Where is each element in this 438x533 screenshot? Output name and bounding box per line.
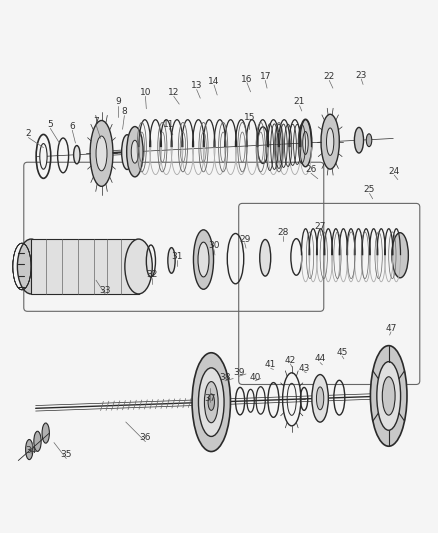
Ellipse shape — [376, 361, 400, 430]
Text: 6: 6 — [69, 122, 75, 131]
Text: 31: 31 — [171, 252, 183, 261]
Ellipse shape — [127, 126, 143, 177]
Ellipse shape — [34, 431, 41, 451]
Text: 13: 13 — [191, 82, 202, 91]
Text: 14: 14 — [208, 77, 219, 86]
Ellipse shape — [124, 239, 152, 294]
Text: 47: 47 — [385, 324, 396, 333]
Ellipse shape — [391, 233, 407, 278]
Text: 30: 30 — [208, 241, 219, 251]
Text: 7: 7 — [93, 117, 99, 126]
Text: 2: 2 — [25, 130, 31, 139]
Text: 27: 27 — [314, 222, 325, 231]
Text: 16: 16 — [240, 75, 252, 84]
Ellipse shape — [131, 140, 138, 163]
Ellipse shape — [302, 132, 307, 155]
Text: 33: 33 — [99, 286, 111, 295]
Text: 29: 29 — [238, 235, 250, 244]
Ellipse shape — [370, 345, 406, 446]
Text: 5: 5 — [47, 120, 53, 129]
Text: 21: 21 — [293, 98, 304, 107]
Text: 32: 32 — [146, 270, 157, 279]
Text: 10: 10 — [139, 88, 151, 97]
Text: 24: 24 — [388, 167, 399, 176]
Ellipse shape — [198, 368, 223, 437]
Text: 43: 43 — [298, 364, 309, 373]
Ellipse shape — [198, 242, 208, 277]
Polygon shape — [31, 239, 138, 294]
Text: 44: 44 — [314, 354, 325, 364]
Text: 37: 37 — [204, 394, 215, 403]
Ellipse shape — [25, 440, 33, 459]
Text: 8: 8 — [121, 108, 127, 116]
Text: 26: 26 — [304, 165, 316, 174]
Ellipse shape — [192, 353, 230, 451]
Text: 40: 40 — [249, 373, 260, 382]
Text: 34: 34 — [25, 446, 37, 455]
Ellipse shape — [208, 394, 214, 410]
Ellipse shape — [204, 382, 218, 423]
Text: 38: 38 — [219, 373, 230, 382]
Text: 39: 39 — [233, 368, 244, 377]
Ellipse shape — [90, 120, 113, 187]
Ellipse shape — [42, 423, 49, 443]
Text: 15: 15 — [243, 114, 254, 123]
Text: 22: 22 — [323, 72, 334, 81]
Text: 42: 42 — [284, 356, 295, 365]
Text: 9: 9 — [115, 98, 120, 107]
Ellipse shape — [311, 375, 328, 422]
Text: 41: 41 — [265, 360, 276, 369]
Text: 45: 45 — [336, 348, 347, 357]
Ellipse shape — [259, 239, 270, 276]
Ellipse shape — [18, 239, 45, 294]
Ellipse shape — [40, 143, 47, 169]
Text: 12: 12 — [168, 88, 179, 97]
Ellipse shape — [167, 248, 175, 273]
Ellipse shape — [381, 377, 394, 415]
Ellipse shape — [353, 127, 363, 153]
Text: 23: 23 — [355, 71, 366, 80]
Text: 25: 25 — [363, 185, 374, 194]
Text: 28: 28 — [276, 228, 288, 237]
Ellipse shape — [326, 128, 333, 156]
Ellipse shape — [193, 230, 213, 289]
Ellipse shape — [121, 135, 132, 169]
Text: 11: 11 — [163, 120, 175, 129]
Ellipse shape — [316, 387, 323, 410]
Text: 35: 35 — [60, 450, 72, 459]
Ellipse shape — [96, 136, 107, 171]
Ellipse shape — [365, 134, 371, 147]
Text: 17: 17 — [259, 72, 270, 81]
Text: 36: 36 — [139, 433, 151, 442]
Ellipse shape — [298, 119, 311, 167]
Ellipse shape — [74, 146, 80, 164]
Ellipse shape — [320, 114, 339, 169]
